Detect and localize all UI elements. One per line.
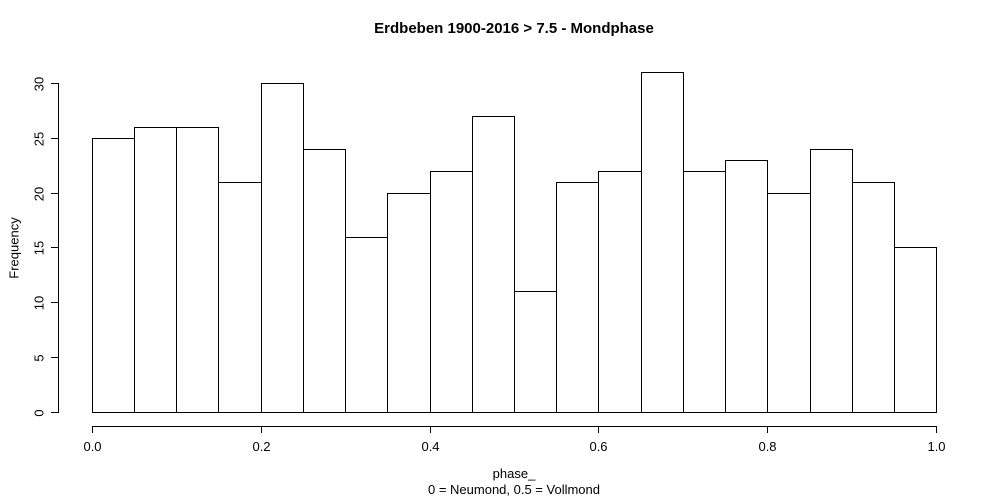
y-tick-label: 10 (31, 295, 47, 310)
histogram-bar (261, 83, 304, 413)
chart-title: Erdbeben 1900-2016 > 7.5 - Mondphase (374, 20, 654, 37)
histogram-bar (218, 182, 262, 413)
y-axis-tick (51, 412, 58, 413)
x-tick-label: 0.2 (252, 439, 271, 454)
x-axis-sublabel: 0 = Neumond, 0.5 = Vollmond (427, 482, 601, 497)
y-tick-label: 15 (31, 240, 47, 255)
y-axis-tick (51, 193, 58, 194)
y-axis-label: Frequency (6, 217, 22, 279)
x-tick-label: 1.0 (927, 439, 946, 454)
histogram-bar (345, 237, 388, 413)
histogram-bar (852, 182, 895, 413)
histogram-bar (894, 247, 937, 413)
x-axis-tick (92, 427, 93, 433)
y-tick-label: 5 (31, 353, 47, 362)
histogram-bar (598, 171, 642, 413)
histogram-bar (725, 160, 768, 413)
histogram-bar (303, 149, 346, 413)
y-axis-line (58, 83, 59, 413)
y-axis-tick (51, 83, 58, 84)
histogram-bar (472, 116, 515, 413)
histogram-bar (176, 127, 219, 413)
histogram-bar (92, 138, 135, 413)
x-tick-label: 0.0 (83, 439, 102, 454)
histogram-bar (134, 127, 177, 413)
x-axis-tick (598, 427, 599, 433)
y-tick-label: 0 (31, 408, 47, 417)
y-axis-tick (51, 302, 58, 303)
y-tick-label: 25 (31, 131, 47, 146)
x-tick-label: 0.8 (758, 439, 777, 454)
x-axis-tick (430, 427, 431, 433)
x-axis-line (92, 426, 937, 427)
histogram-bar (767, 193, 811, 413)
histogram-bar (810, 149, 853, 413)
histogram-bar (430, 171, 473, 413)
histogram-bar (556, 182, 599, 413)
y-axis-tick (51, 247, 58, 248)
x-tick-label: 0.4 (421, 439, 440, 454)
y-tick-label: 30 (31, 76, 47, 91)
x-axis-tick (936, 427, 937, 433)
y-axis-tick (51, 138, 58, 139)
x-axis-tick (767, 427, 768, 433)
histogram-bar (641, 72, 684, 413)
x-axis-label: phase_ (492, 466, 536, 481)
plot-area: 0 5 10 15 20 25 30 0.0 0.2 0.4 0.6 0.8 1.0 (32, 58, 970, 453)
x-axis-tick (261, 427, 262, 433)
histogram-bar (387, 193, 431, 413)
histogram-bar (683, 171, 726, 413)
histogram-bar (514, 291, 557, 413)
y-tick-label: 20 (31, 186, 47, 201)
y-axis-tick (51, 357, 58, 358)
x-tick-label: 0.6 (589, 439, 608, 454)
